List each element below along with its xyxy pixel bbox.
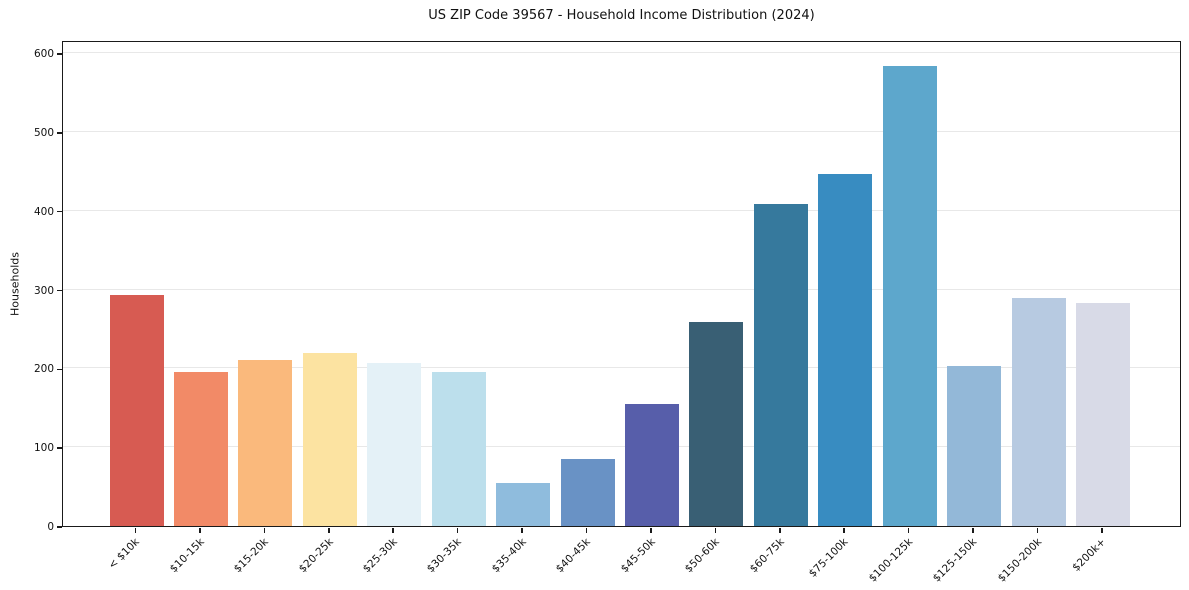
y-tick-label-600: 600 — [33, 48, 54, 60]
gridline-100 — [63, 446, 1180, 448]
bar-$35-40k — [496, 482, 551, 526]
x-tick-label-$35-40k: $35-40k — [489, 536, 529, 576]
y-tick-mark — [57, 447, 62, 449]
bar-< $10k — [109, 295, 164, 526]
y-tick-label-200: 200 — [33, 363, 54, 376]
x-tick-mark — [134, 528, 137, 533]
x-tick-mark — [456, 528, 459, 533]
x-tick-label-$125-150k: $125-150k — [931, 536, 980, 585]
bar-$45-50k — [624, 403, 679, 526]
gridline-400 — [63, 209, 1180, 211]
bar-$25-30k — [367, 362, 422, 526]
bar-$200k+ — [1075, 302, 1130, 526]
y-tick-label-300: 300 — [33, 284, 54, 297]
gridline-600 — [63, 52, 1180, 53]
x-tick-label-< $10k: < $10k — [106, 536, 142, 572]
x-tick-mark — [650, 528, 652, 533]
x-tick-mark — [843, 528, 845, 533]
y-tick-mark — [57, 132, 62, 134]
x-tick-mark — [779, 528, 781, 533]
x-tick-label-$100-125k: $100-125k — [866, 536, 916, 585]
x-tick-label-$60-75k: $60-75k — [747, 536, 787, 576]
x-tick-label-$50-60k: $50-60k — [682, 536, 722, 576]
y-tick-mark — [57, 368, 62, 371]
bar-$15-20k — [238, 359, 293, 526]
x-tick-mark — [263, 528, 266, 533]
x-tick-label-$10-15k: $10-15k — [167, 536, 207, 576]
x-tick-label-$25-30k: $25-30k — [360, 536, 400, 576]
bar-$100-125k — [882, 66, 937, 526]
x-tick-label-$40-45k: $40-45k — [553, 536, 594, 576]
x-tick-mark — [392, 528, 394, 533]
x-tick-mark — [328, 528, 330, 533]
x-tick-label-$200k+: $200k+ — [1070, 536, 1109, 574]
y-tick-label-500: 500 — [33, 126, 54, 139]
x-tick-mark — [714, 528, 717, 533]
x-tick-mark — [585, 528, 588, 533]
y-tick-mark — [57, 526, 62, 528]
plot-area — [62, 41, 1181, 527]
x-tick-label-$20-25k: $20-25k — [296, 536, 336, 576]
bar-$30-35k — [431, 371, 486, 526]
gridline-200 — [63, 367, 1180, 369]
y-tick-mark — [57, 210, 62, 213]
x-tick-mark — [521, 528, 523, 533]
x-tick-mark — [1101, 528, 1103, 533]
bar-$150-200k — [1011, 298, 1066, 526]
x-tick-label-$150-200k: $150-200k — [995, 536, 1045, 585]
x-tick-mark — [1036, 528, 1039, 533]
y-tick-mark — [57, 289, 62, 292]
y-tick-label-400: 400 — [33, 205, 54, 218]
y-tick-label-100: 100 — [33, 442, 54, 455]
x-tick-label-$75-100k: $75-100k — [806, 536, 851, 580]
x-tick-label-$30-35k: $30-35k — [425, 536, 465, 576]
x-tick-mark — [972, 528, 974, 533]
x-tick-label-$15-20k: $15-20k — [231, 536, 271, 576]
bar-$75-100k — [818, 173, 873, 526]
x-tick-label-$45-50k: $45-50k — [618, 536, 658, 576]
bar-$10-15k — [173, 371, 228, 526]
x-tick-mark — [199, 528, 201, 533]
gridline-500 — [63, 130, 1180, 132]
chart-title: US ZIP Code 39567 - Household Income Dis… — [428, 8, 815, 23]
y-tick-label-0: 0 — [47, 521, 54, 533]
bar-$20-25k — [302, 353, 357, 526]
bar-$50-60k — [689, 321, 744, 526]
y-tick-mark — [57, 53, 62, 55]
bar-$60-75k — [753, 203, 808, 526]
bar-$125-150k — [947, 365, 1002, 526]
x-tick-mark — [907, 528, 910, 533]
gridline-300 — [63, 288, 1180, 290]
bar-$40-45k — [560, 459, 615, 526]
